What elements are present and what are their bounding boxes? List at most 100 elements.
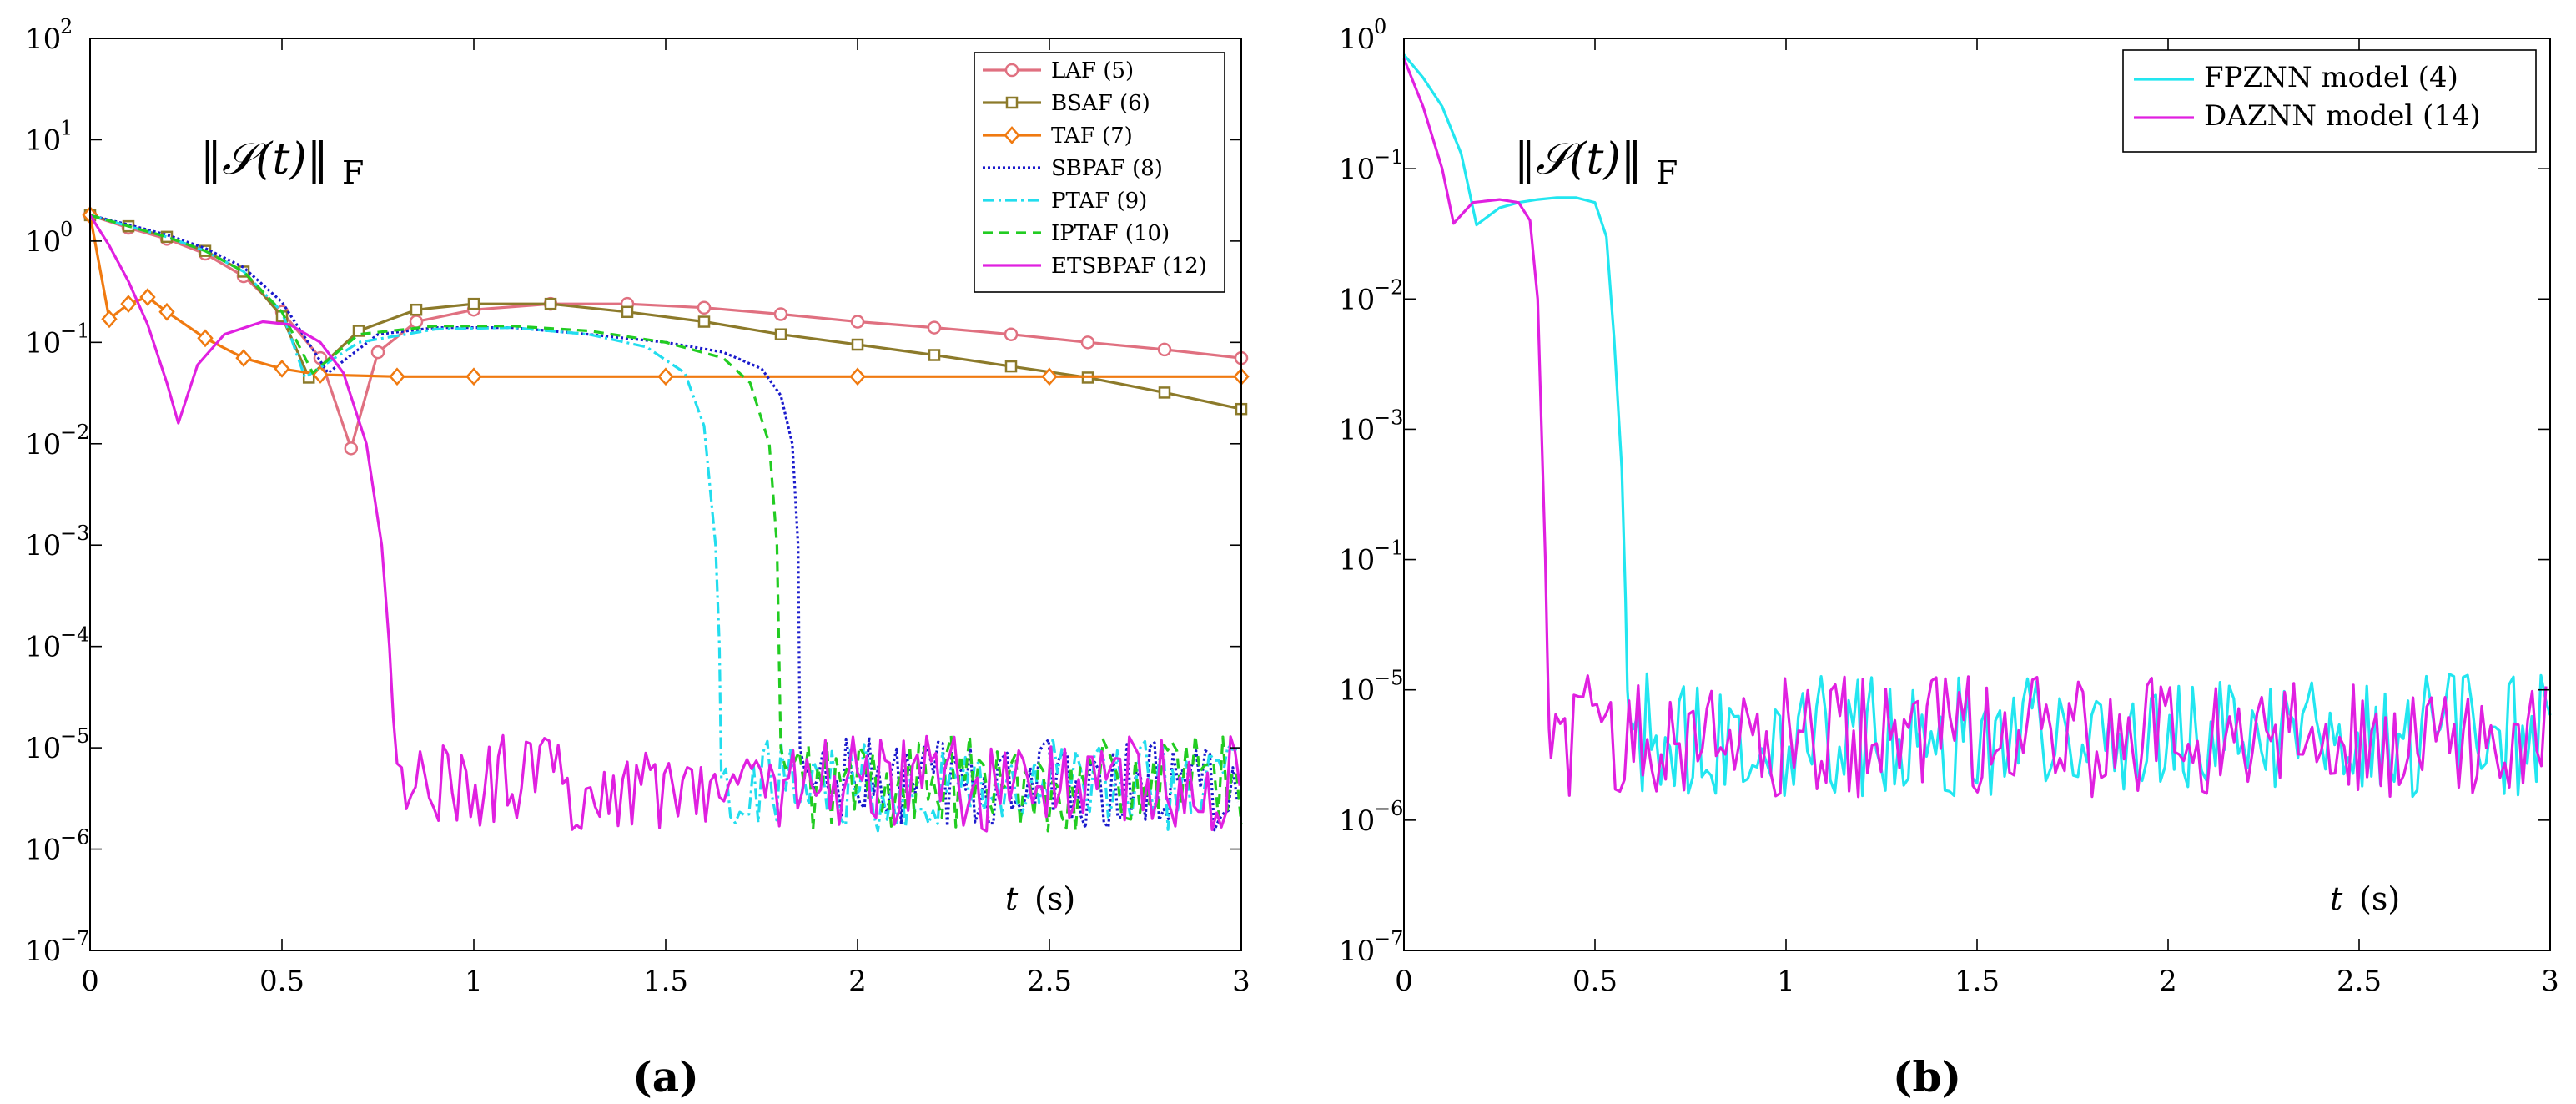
data-point bbox=[274, 359, 290, 378]
y-tick-exponent: −6 bbox=[1374, 797, 1403, 820]
y-tick-exponent: −5 bbox=[1374, 667, 1403, 690]
y-tick-label: 10 bbox=[25, 326, 61, 360]
data-point bbox=[101, 310, 118, 329]
x-tick-label: 1 bbox=[465, 965, 483, 998]
y-tick-exponent: −6 bbox=[60, 826, 89, 849]
y-tick-exponent: −5 bbox=[60, 724, 89, 748]
panel-b-annotation-sub: F bbox=[1656, 154, 1678, 191]
x-tick-label: 0 bbox=[1395, 965, 1413, 998]
panel-a-legend: LAF (5) BSAF (6) TAF (7) SBPAF (8) PTAF (9) I… bbox=[974, 52, 1225, 293]
panel-b-x-ticks: 0 0.5 1 1.5 2 2.5 3 bbox=[1395, 38, 2559, 998]
x-tick-label: 0.5 bbox=[1572, 965, 1618, 998]
legend-marker bbox=[1005, 96, 1019, 109]
legend-marker bbox=[1004, 126, 1020, 144]
panel-a-label: (a) bbox=[632, 1052, 699, 1101]
y-tick-label: 10 bbox=[1339, 153, 1375, 186]
panel-b-annotation: ‖𝒮(t)‖ F bbox=[1514, 134, 1678, 191]
panel-a-annotation-sub: F bbox=[342, 154, 364, 191]
y-tick-label: 10 bbox=[25, 225, 61, 259]
data-point bbox=[467, 297, 480, 310]
y-tick-exponent: −4 bbox=[60, 623, 89, 647]
data-point bbox=[850, 315, 865, 329]
y-tick-label: 10 bbox=[25, 124, 61, 157]
y-tick-exponent: −7 bbox=[60, 927, 89, 950]
y-tick-label: 10 bbox=[1339, 544, 1375, 577]
panel-a-time-unit: (s) bbox=[1034, 880, 1075, 917]
series-line-etsbpaf-12- bbox=[88, 214, 1241, 833]
x-tick-label: 0.5 bbox=[259, 965, 304, 998]
x-tick-label: 3 bbox=[2541, 965, 2559, 998]
panel-b: 0 0.5 1 1.5 2 2.5 3 10010−110−210−310−110−510−… bbox=[1339, 15, 2559, 1101]
y-tick-label: 10 bbox=[25, 631, 61, 664]
y-tick-exponent: −3 bbox=[60, 522, 89, 545]
y-tick-exponent: −2 bbox=[60, 421, 89, 444]
x-tick-label: 2.5 bbox=[2337, 965, 2382, 998]
panel-b-series bbox=[1402, 53, 2552, 799]
legend-label: FPZNN model (4) bbox=[2204, 61, 2458, 94]
data-point bbox=[313, 350, 328, 365]
data-point bbox=[1157, 342, 1172, 357]
panel-a-annotation-main: ‖𝒮(t)‖ bbox=[200, 134, 329, 184]
data-point bbox=[344, 441, 359, 456]
y-tick-exponent: −3 bbox=[1374, 406, 1403, 429]
data-point bbox=[697, 300, 712, 315]
panel-a-annotation: ‖𝒮(t)‖ F bbox=[200, 134, 364, 191]
panel-a-x-ticks: 0 0.5 1 1.5 2 2.5 3 bbox=[81, 38, 1250, 998]
series-line-iptaf-10- bbox=[89, 214, 1243, 833]
y-tick-label: 10 bbox=[1339, 935, 1375, 968]
x-tick-label: 1.5 bbox=[643, 965, 688, 998]
series-line-daznn-model-14- bbox=[1402, 58, 2548, 799]
y-tick-exponent: −1 bbox=[1374, 537, 1403, 560]
data-point bbox=[235, 349, 252, 368]
y-tick-exponent: 0 bbox=[60, 218, 73, 241]
y-tick-label: 10 bbox=[1339, 804, 1375, 838]
data-point bbox=[1004, 327, 1019, 341]
data-point bbox=[1158, 386, 1171, 399]
legend-label: DAZNN model (14) bbox=[2204, 99, 2481, 133]
series-line-ptaf-9- bbox=[89, 214, 1238, 833]
y-tick-label: 10 bbox=[1339, 674, 1375, 708]
y-tick-label: 10 bbox=[1339, 283, 1375, 316]
legend-label: PTAF (9) bbox=[1051, 189, 1147, 214]
y-tick-exponent: −7 bbox=[1374, 927, 1403, 950]
series-line-bsaf-6- bbox=[89, 214, 1242, 411]
legend-label: IPTAF (10) bbox=[1051, 221, 1170, 246]
legend-label: ETSBPAF (12) bbox=[1051, 254, 1207, 279]
panel-b-annotation-main: ‖𝒮(t)‖ bbox=[1514, 134, 1643, 184]
y-tick-label: 10 bbox=[25, 23, 61, 56]
x-tick-label: 1 bbox=[1777, 965, 1795, 998]
data-point bbox=[1004, 360, 1018, 373]
y-tick-exponent: 2 bbox=[60, 15, 73, 38]
y-tick-label: 10 bbox=[25, 732, 61, 765]
data-point bbox=[774, 328, 787, 340]
y-tick-label: 10 bbox=[25, 529, 61, 562]
panel-b-legend-box bbox=[2122, 49, 2537, 153]
series-line-sbpaf-8- bbox=[89, 214, 1239, 832]
data-point bbox=[370, 345, 385, 360]
data-point bbox=[851, 338, 864, 351]
y-tick-exponent: 0 bbox=[1374, 15, 1386, 38]
data-point bbox=[465, 367, 482, 386]
panel-b-label: (b) bbox=[1893, 1052, 1961, 1101]
panel-b-legend: FPZNN model (4) DAZNN model (14) bbox=[2122, 49, 2537, 153]
x-tick-label: 2 bbox=[848, 965, 867, 998]
panel-a-legend-box bbox=[974, 52, 1225, 293]
panel-a-time-label: t (s) bbox=[1005, 880, 1075, 917]
data-point bbox=[410, 303, 423, 316]
series-line-fpznn-model-4- bbox=[1402, 53, 2552, 799]
legend-label: TAF (7) bbox=[1051, 124, 1133, 149]
panel-b-time-var: t bbox=[2330, 880, 2343, 917]
y-tick-exponent: 1 bbox=[60, 116, 73, 139]
data-point bbox=[158, 302, 175, 321]
data-point bbox=[544, 297, 557, 310]
legend-label: BSAF (6) bbox=[1051, 91, 1150, 116]
data-point bbox=[197, 329, 214, 348]
data-point bbox=[697, 315, 711, 328]
data-point bbox=[120, 295, 137, 314]
data-point bbox=[773, 307, 788, 321]
panel-a-series bbox=[82, 206, 1250, 833]
data-point bbox=[657, 367, 674, 386]
